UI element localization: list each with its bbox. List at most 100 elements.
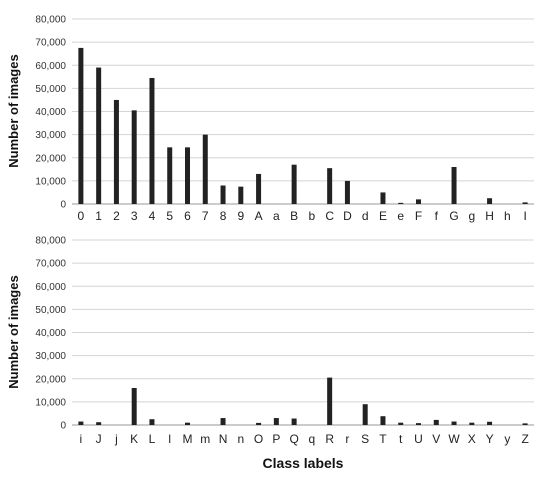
x-tick-label-F: F bbox=[415, 209, 422, 223]
bar-S bbox=[362, 404, 368, 425]
bar-e bbox=[398, 202, 404, 204]
y-tick-label: 40,000 bbox=[35, 107, 66, 118]
bar-A bbox=[256, 173, 262, 204]
bar-I bbox=[522, 202, 528, 204]
bar-3 bbox=[131, 110, 137, 204]
x-tick-label-9: 9 bbox=[237, 209, 244, 223]
x-axis-label: Class labels bbox=[263, 455, 344, 471]
y-axis-label: Number of images bbox=[6, 275, 21, 388]
x-tick-label-6: 6 bbox=[184, 209, 191, 223]
bar-D bbox=[344, 180, 350, 204]
x-tick-label-d: d bbox=[362, 209, 369, 223]
y-tick-label: 70,000 bbox=[35, 38, 66, 49]
y-tick-label: 80,000 bbox=[35, 15, 66, 26]
y-tick-label: 20,000 bbox=[35, 153, 66, 164]
bar-7 bbox=[202, 134, 208, 204]
bar-O bbox=[256, 422, 262, 425]
y-tick-label: 10,000 bbox=[35, 176, 66, 187]
bar-8 bbox=[220, 185, 226, 204]
bar-J bbox=[96, 422, 102, 425]
x-tick-label-e: e bbox=[397, 209, 404, 223]
bar-Q bbox=[291, 418, 297, 425]
bar-t bbox=[398, 422, 404, 425]
x-tick-label-H: H bbox=[485, 209, 494, 223]
bar-W bbox=[451, 421, 457, 425]
x-tick-label-r: r bbox=[345, 432, 349, 446]
bar-i bbox=[78, 421, 84, 425]
x-tick-label-I: I bbox=[523, 209, 526, 223]
x-tick-label-1: 1 bbox=[95, 209, 102, 223]
bar-V bbox=[433, 419, 439, 425]
bar-Y bbox=[487, 421, 493, 425]
y-tick-label: 60,000 bbox=[35, 61, 66, 72]
x-tick-label-m: m bbox=[200, 432, 210, 446]
y-tick-label: 50,000 bbox=[35, 305, 66, 316]
x-tick-label-5: 5 bbox=[166, 209, 173, 223]
y-axis-label: Number of images bbox=[6, 54, 21, 167]
x-tick-label-Y: Y bbox=[486, 432, 494, 446]
bar-5 bbox=[167, 147, 173, 204]
x-tick-label-B: B bbox=[290, 209, 298, 223]
x-tick-label-U: U bbox=[414, 432, 423, 446]
bar-B bbox=[291, 164, 297, 204]
x-tick-label-D: D bbox=[343, 209, 352, 223]
bar-H bbox=[487, 198, 493, 204]
x-tick-label-4: 4 bbox=[149, 209, 156, 223]
x-tick-label-K: K bbox=[130, 432, 138, 446]
bar-L bbox=[149, 419, 155, 425]
x-tick-label-0: 0 bbox=[78, 209, 85, 223]
bar-U bbox=[416, 423, 421, 425]
y-tick-label: 70,000 bbox=[35, 259, 66, 270]
x-tick-label-S: S bbox=[361, 432, 369, 446]
x-tick-label-J: J bbox=[96, 432, 102, 446]
y-tick-label: 50,000 bbox=[35, 84, 66, 95]
x-tick-label-T: T bbox=[379, 432, 387, 446]
y-tick-label: 0 bbox=[60, 200, 66, 211]
bar-6 bbox=[185, 147, 190, 204]
x-tick-label-7: 7 bbox=[202, 209, 209, 223]
bar-K bbox=[131, 388, 137, 425]
y-tick-label: 10,000 bbox=[35, 397, 66, 408]
bar-F bbox=[416, 199, 421, 204]
bar-2 bbox=[113, 99, 119, 204]
x-tick-label-Q: Q bbox=[289, 432, 298, 446]
x-tick-label-V: V bbox=[432, 432, 440, 446]
x-tick-label-R: R bbox=[325, 432, 334, 446]
y-tick-label: 80,000 bbox=[35, 236, 66, 247]
x-tick-label-X: X bbox=[468, 432, 476, 446]
bar-P bbox=[273, 418, 279, 425]
x-tick-label-n: n bbox=[237, 432, 244, 446]
y-tick-label: 20,000 bbox=[35, 374, 66, 385]
x-tick-label-3: 3 bbox=[131, 209, 138, 223]
y-tick-label: 30,000 bbox=[35, 130, 66, 141]
bar-E bbox=[380, 192, 386, 204]
x-tick-label-P: P bbox=[272, 432, 280, 446]
x-tick-label-C: C bbox=[325, 209, 334, 223]
bar-M bbox=[185, 422, 190, 425]
x-tick-label-E: E bbox=[379, 209, 387, 223]
bar-X bbox=[469, 422, 475, 425]
x-tick-label-N: N bbox=[219, 432, 228, 446]
x-tick-label-O: O bbox=[254, 432, 263, 446]
bar-Z bbox=[522, 423, 528, 425]
x-tick-label-i: i bbox=[80, 432, 83, 446]
x-tick-label-y: y bbox=[504, 432, 510, 446]
chart-panel-1: 0 10,000 20,000 30,000 40,000 50,000 60,000 70,… bbox=[6, 15, 534, 223]
bar-R bbox=[327, 377, 333, 425]
x-tick-label-b: b bbox=[309, 209, 316, 223]
bar-9 bbox=[238, 186, 244, 204]
x-tick-label-M: M bbox=[183, 432, 193, 446]
x-tick-label-2: 2 bbox=[113, 209, 120, 223]
x-tick-label-L: L bbox=[149, 432, 156, 446]
y-tick-label: 60,000 bbox=[35, 282, 66, 293]
y-tick-label: 40,000 bbox=[35, 328, 66, 339]
bar-1 bbox=[96, 67, 102, 204]
x-tick-label-f: f bbox=[435, 209, 439, 223]
x-tick-label-h: h bbox=[504, 209, 511, 223]
x-tick-label-a: a bbox=[273, 209, 280, 223]
bar-G bbox=[451, 167, 457, 204]
bar-N bbox=[220, 418, 226, 425]
x-tick-label-8: 8 bbox=[220, 209, 227, 223]
